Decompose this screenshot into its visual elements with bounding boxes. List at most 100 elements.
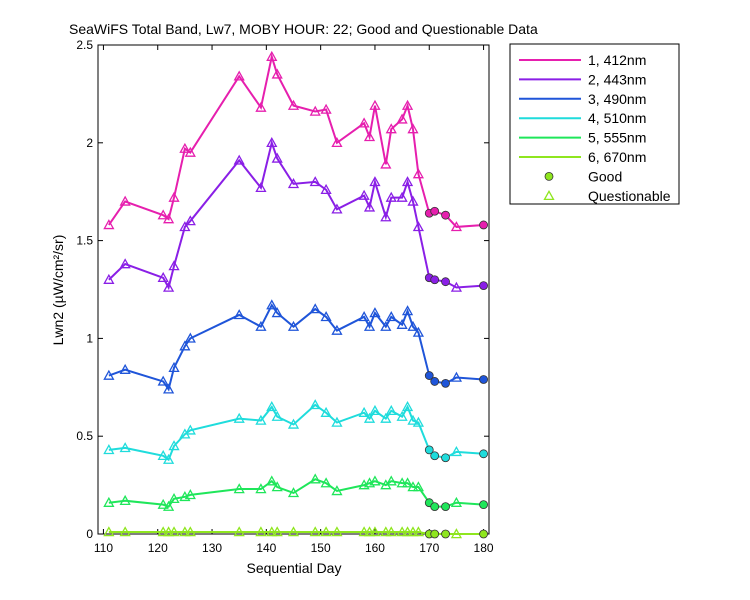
- data-point-questionable: [369, 307, 381, 318]
- data-point-questionable: [162, 281, 175, 292]
- x-axis-label: Sequential Day: [247, 560, 342, 576]
- x-tick-label: 140: [256, 541, 276, 555]
- data-point-questionable: [320, 103, 332, 114]
- data-point-questionable: [157, 526, 169, 537]
- data-point-questionable: [401, 401, 414, 412]
- data-point-questionable: [396, 113, 408, 124]
- data-point-questionable: [407, 320, 419, 331]
- data-point-questionable: [233, 309, 245, 320]
- data-point-questionable: [320, 311, 332, 322]
- y-tick-label: 0: [86, 527, 93, 541]
- data-point-questionable: [255, 483, 267, 494]
- data-point-questionable: [385, 526, 397, 537]
- data-point-questionable: [103, 444, 115, 455]
- data-point-questionable: [271, 68, 283, 79]
- data-point-questionable: [309, 473, 321, 484]
- data-point-questionable: [331, 136, 343, 148]
- data-point-good: [430, 377, 440, 386]
- y-tick-label: 2.5: [76, 38, 93, 52]
- legend-label-5: 5, 555nm: [588, 130, 646, 146]
- data-point-good: [479, 375, 488, 384]
- data-point-questionable: [358, 406, 370, 417]
- data-point-questionable: [119, 526, 131, 537]
- data-point-questionable: [233, 154, 245, 165]
- data-point-questionable: [369, 526, 381, 537]
- data-point-questionable: [184, 146, 196, 157]
- data-point-questionable: [412, 326, 425, 337]
- data-point-good: [479, 281, 488, 290]
- legend-label-4: 4, 510nm: [588, 110, 646, 126]
- data-point-questionable: [287, 99, 300, 110]
- data-point-questionable: [103, 273, 115, 284]
- data-point-questionable: [255, 320, 267, 331]
- y-tick-label: 1.5: [76, 234, 93, 248]
- data-point-questionable: [385, 123, 397, 134]
- data-point-questionable: [162, 453, 175, 464]
- data-point-questionable: [168, 440, 180, 451]
- data-point-questionable: [396, 191, 408, 202]
- data-point-questionable: [385, 404, 397, 416]
- data-point-good: [479, 449, 488, 459]
- data-point-questionable: [401, 99, 414, 110]
- data-point-questionable: [271, 526, 283, 537]
- y-tick-label: 2: [86, 136, 93, 150]
- data-point-questionable: [255, 181, 267, 193]
- legend-box: [509, 43, 680, 205]
- data-point-questionable: [157, 271, 169, 283]
- data-point-questionable: [184, 526, 196, 537]
- data-point-questionable: [119, 258, 131, 269]
- legend-label-6: 6, 670nm: [588, 149, 646, 165]
- data-point-questionable: [184, 332, 196, 343]
- data-point-questionable: [287, 526, 300, 537]
- data-point-questionable: [287, 320, 300, 331]
- data-point-questionable: [162, 526, 175, 537]
- x-tick-label: 110: [94, 541, 113, 555]
- data-point-questionable: [103, 526, 115, 537]
- data-point-questionable: [358, 311, 370, 322]
- series-6: [103, 526, 488, 539]
- data-point-questionable: [309, 399, 321, 410]
- data-point-questionable: [363, 526, 376, 537]
- legend-marker-good: [544, 171, 554, 181]
- data-point-questionable: [287, 487, 300, 498]
- data-point-questionable: [407, 414, 419, 425]
- data-point-good: [424, 371, 434, 380]
- data-point-good: [441, 277, 450, 287]
- data-point-questionable: [271, 481, 283, 492]
- data-point-questionable: [266, 136, 278, 148]
- x-tick-label: 170: [419, 541, 439, 555]
- legend-label-good: Good: [588, 168, 622, 184]
- legend-label-questionable: Questionable: [588, 188, 671, 204]
- data-point-questionable: [412, 481, 425, 492]
- y-axis-label: Lwn2 (µW/cm²/sr): [50, 235, 66, 346]
- data-point-questionable: [179, 526, 191, 537]
- data-point-questionable: [309, 105, 321, 116]
- data-point-good: [430, 206, 440, 216]
- data-point-questionable: [255, 526, 267, 537]
- data-point-questionable: [233, 412, 245, 423]
- data-point-good: [441, 210, 450, 220]
- data-point-good: [479, 220, 488, 230]
- data-point-good: [430, 529, 440, 539]
- data-point-questionable: [103, 369, 115, 380]
- data-point-questionable: [401, 176, 414, 187]
- data-point-questionable: [407, 195, 419, 206]
- data-point-questionable: [358, 189, 370, 200]
- data-point-questionable: [363, 201, 376, 212]
- data-point-questionable: [396, 526, 408, 537]
- data-point-good: [441, 529, 450, 539]
- y-axis: 0 0.5 1 1.5 2 2.5: [76, 38, 489, 541]
- data-point-questionable: [412, 526, 425, 537]
- data-point-questionable: [331, 416, 343, 427]
- x-tick-label: 160: [365, 541, 385, 555]
- data-point-questionable: [184, 215, 196, 226]
- data-point-questionable: [369, 404, 381, 416]
- data-point-questionable: [380, 211, 392, 222]
- data-point-questionable: [168, 361, 180, 372]
- data-point-questionable: [412, 221, 425, 232]
- data-point-questionable: [380, 412, 392, 423]
- legend-label-1: 1, 412nm: [588, 52, 646, 68]
- chart-title: SeaWiFS Total Band, Lw7, MOBY HOUR: 22; …: [69, 21, 538, 37]
- legend-label-3: 3, 490nm: [588, 91, 646, 107]
- x-tick-label: 120: [148, 541, 168, 555]
